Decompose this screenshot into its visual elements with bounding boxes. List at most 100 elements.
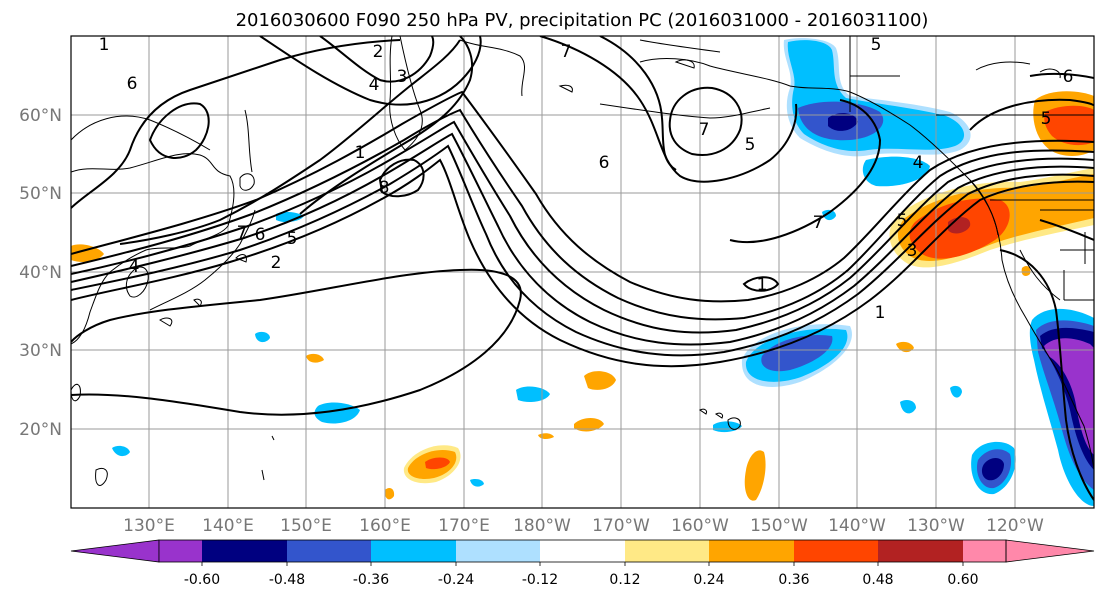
contour-label: 6 [255, 225, 266, 245]
contour-label: 7 [561, 42, 572, 62]
contour-label: 1 [355, 143, 366, 163]
colorbar-segment [625, 540, 709, 562]
colorbar-tick-label: 0.36 [778, 572, 809, 588]
lon-label: 150°W [750, 516, 808, 536]
contour-label: 5 [1041, 109, 1052, 129]
lon-label: 150°E [280, 516, 332, 536]
contour-label: 5 [745, 135, 756, 155]
contour-label: 5 [287, 229, 298, 249]
precip-shade-orange [744, 450, 766, 501]
colorbar: -0.60 -0.48 -0.36 -0.24 -0.12 0.12 0.24 … [70, 539, 1095, 588]
lon-label: 170°W [592, 516, 650, 536]
hawaii-islands [699, 408, 741, 430]
pv-contour-1 [71, 268, 522, 416]
precip-shade-red [1044, 105, 1094, 146]
contour-label: 4 [129, 257, 140, 277]
precip-shade-cyan [900, 400, 916, 414]
greenland-hudson-edge [975, 61, 1061, 79]
bering-islands [558, 39, 721, 93]
lon-label: 160°E [359, 516, 411, 536]
map-panel: 1 6 2 3 4 7 8 6 2 1 4 5 7 5 6 7 1 6 7 5 [70, 35, 1095, 509]
pv-contours [71, 36, 1094, 501]
colorbar-segment [878, 540, 963, 562]
precip-shade-purple [1044, 338, 1094, 455]
colorbar-tick-label: 0.24 [693, 572, 724, 588]
pv-contour-8-closed [378, 158, 425, 198]
contour-label: 1 [757, 275, 768, 295]
precip-shade-cyan [950, 385, 962, 398]
sakhalin-coast [244, 109, 253, 173]
precip-shade-cyan [822, 209, 836, 221]
lat-label: 30°N [19, 341, 62, 361]
colorbar-tick-label: -0.48 [269, 572, 305, 588]
contour-label: 2 [373, 42, 384, 62]
colorbar-segment [456, 540, 540, 562]
lon-label: 160°W [671, 516, 729, 536]
precip-shade-orange [1021, 266, 1031, 276]
longitude-labels: 130°E 140°E 150°E 160°E 170°E 180°W 170°… [123, 516, 1044, 536]
colorbar-segment [287, 540, 371, 562]
contour-label: 7 [699, 120, 710, 140]
pv-contour-ridge-2 [259, 36, 482, 106]
pv-contour-right-2 [1029, 72, 1094, 79]
pv-contour-4 [71, 132, 1094, 346]
contour-label: 6 [1063, 67, 1074, 87]
precip-shade-orange [306, 353, 324, 363]
pacific-islands [71, 298, 275, 486]
pv-contour-small-loop [148, 102, 210, 160]
colorbar-tick-label: 0.48 [862, 572, 893, 588]
pv-contour-trough-7 [729, 99, 882, 244]
gridlines [71, 36, 1094, 508]
colorbar-tick-label: -0.36 [353, 572, 389, 588]
precip-shade-navy [981, 458, 1004, 481]
contour-label: 7 [237, 223, 248, 243]
pv-contour-trough-6 [599, 36, 677, 171]
contour-label: 6 [599, 153, 610, 173]
colorbar-frame [158, 539, 1007, 563]
colorbar-segment [159, 540, 202, 562]
precip-shade-orange [71, 244, 104, 262]
contour-label: 6 [127, 74, 138, 94]
lon-label: 170°E [438, 516, 490, 536]
colorbar-extend-low [70, 539, 160, 563]
contour-label: 2 [271, 253, 282, 273]
colorbar-segment [963, 540, 1006, 562]
pv-contour-5 [71, 120, 1094, 334]
precip-positive [71, 91, 1094, 501]
pv-contour-upper-2 [119, 39, 461, 245]
map-frame [70, 35, 1095, 509]
precip-shade-orange [584, 371, 616, 390]
siberia-coast [459, 39, 525, 97]
colorbar-segment [202, 540, 287, 562]
lat-label: 50°N [19, 184, 62, 204]
lon-label: 130°E [123, 516, 175, 536]
lat-label: 60°N [19, 106, 62, 126]
contour-label: 8 [379, 178, 390, 198]
colorbar-segment [709, 540, 794, 562]
lon-label: 130°W [907, 516, 965, 536]
japan-coast [149, 173, 256, 311]
contour-label: 7 [813, 213, 824, 233]
pv-contour-trough-5 [539, 36, 798, 183]
lon-label: 120°W [986, 516, 1044, 536]
pv-contour-upper-1 [71, 39, 401, 209]
figure-title: 2016030600 F090 250 hPa PV, precipitatio… [236, 10, 929, 31]
precip-shade-cyan [862, 156, 930, 187]
precip-shade-cyan [255, 331, 270, 343]
na-coast [969, 179, 1094, 471]
contour-label: 1 [875, 303, 886, 323]
precip-shade-red [425, 457, 450, 470]
colorbar-segment [540, 540, 625, 562]
lon-label: 140°E [202, 516, 254, 536]
colorbar-tick-label: -0.12 [522, 572, 558, 588]
pv-contour-2 [71, 158, 1094, 368]
colorbar-tick-label: -0.60 [184, 572, 220, 588]
korea-coast [125, 266, 149, 298]
pv-contour-6 [71, 108, 1094, 321]
aleutian-islands [599, 103, 771, 119]
contour-label: 5 [897, 211, 908, 231]
latitude-labels: 20°N 30°N 40°N 50°N 60°N [19, 106, 62, 440]
pv-contour-right-1 [969, 98, 1094, 131]
lon-label: 140°W [828, 516, 886, 536]
